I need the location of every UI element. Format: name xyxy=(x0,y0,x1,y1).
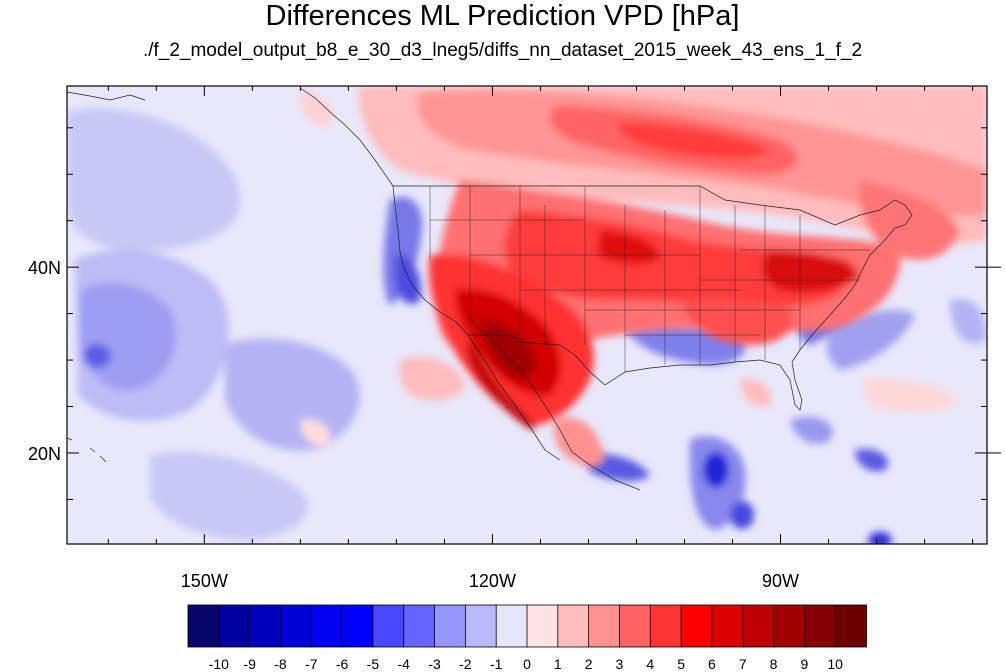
colorbar-level-label: 8 xyxy=(770,656,778,672)
land-boundaries xyxy=(67,87,913,491)
plot-title: Differences ML Prediction VPD [hPa] xyxy=(265,0,740,32)
colorbar-swatch xyxy=(803,604,837,648)
colorbar-swatch xyxy=(280,604,313,648)
us-west-coast xyxy=(392,185,469,336)
colorbar: -10 -9 -8 -7 -6 -5 -4 -3 -2 -1 0 1 2 3 4 5 6 7 8 9 10 xyxy=(187,604,867,672)
colorbar-level-label: -2 xyxy=(459,656,472,672)
colorbar-swatch xyxy=(495,604,528,648)
axis-tick-labels: 150W 120W 90W 40N 20N xyxy=(28,258,799,591)
mexico-coast xyxy=(469,317,641,491)
colorbar-swatch xyxy=(773,604,806,648)
baja-coast xyxy=(467,334,561,461)
colorbar-level-label: -5 xyxy=(367,656,380,672)
colorbar-swatch xyxy=(249,604,282,648)
colorbar-level-label: -6 xyxy=(336,656,349,672)
colorbar-swatch xyxy=(711,604,744,648)
lon-tick-label: 90W xyxy=(762,571,799,591)
plot-subtitle: ./f_2_model_output_b8_e_30_d3_lneg5/diff… xyxy=(142,40,863,61)
colorbar-level-label: 4 xyxy=(646,656,654,672)
colorbar-swatch xyxy=(187,604,220,648)
colorbar-swatch xyxy=(526,604,559,648)
colorbar-level-label: -1 xyxy=(490,656,503,672)
lat-tick-label: 20N xyxy=(28,444,61,464)
colorbar-swatch xyxy=(372,604,405,648)
lat-tick-label: 40N xyxy=(28,258,61,278)
us-east-coast xyxy=(799,227,896,351)
colorbar-swatch xyxy=(557,604,590,648)
state-lines xyxy=(429,186,870,372)
colorbar-swatch xyxy=(218,604,251,648)
colorbar-level-label: 5 xyxy=(677,656,685,672)
colorbar-level-label: 9 xyxy=(800,656,808,672)
colorbar-swatch xyxy=(310,604,343,648)
colorbar-swatch xyxy=(680,604,713,648)
gulf-coast xyxy=(604,349,803,411)
colorbar-swatch xyxy=(403,604,436,648)
vpd-field-positive xyxy=(299,86,987,467)
colorbar-level-label: -4 xyxy=(398,656,411,672)
colorbar-level-label: -9 xyxy=(243,656,256,672)
colorbar-swatch xyxy=(619,604,652,648)
hawaii-islands xyxy=(67,437,107,463)
colorbar-swatch xyxy=(434,604,467,648)
axis-ticks xyxy=(67,86,1001,544)
alaska-coast xyxy=(67,91,146,101)
colorbar-level-label: 6 xyxy=(708,656,716,672)
colorbar-level-label: -3 xyxy=(428,656,441,672)
canada-coast xyxy=(299,87,394,187)
colorbar-level-label: 10 xyxy=(827,656,843,672)
colorbar-swatch xyxy=(588,604,621,648)
colorbar-swatch xyxy=(834,604,867,648)
lon-tick-label: 120W xyxy=(469,571,516,591)
us-mexico-border xyxy=(468,334,606,386)
colorbar-level-label: 1 xyxy=(554,656,562,672)
colorbar-level-label: 7 xyxy=(739,656,747,672)
lon-tick-label: 150W xyxy=(181,571,228,591)
colorbar-level-label: 0 xyxy=(523,656,531,672)
plot-frame xyxy=(66,85,988,545)
colorbar-swatch xyxy=(341,604,374,648)
colorbar-level-label: -7 xyxy=(305,656,318,672)
colorbar-swatch xyxy=(464,604,498,648)
colorbar-swatch xyxy=(742,604,775,648)
colorbar-level-label: 3 xyxy=(616,656,624,672)
colorbar-swatch xyxy=(649,604,682,648)
us-north-border xyxy=(393,185,913,229)
colorbar-level-label: -10 xyxy=(209,656,229,672)
map-field xyxy=(67,86,987,544)
colorbar-level-label: 2 xyxy=(585,656,593,672)
colorbar-level-label: -8 xyxy=(274,656,287,672)
